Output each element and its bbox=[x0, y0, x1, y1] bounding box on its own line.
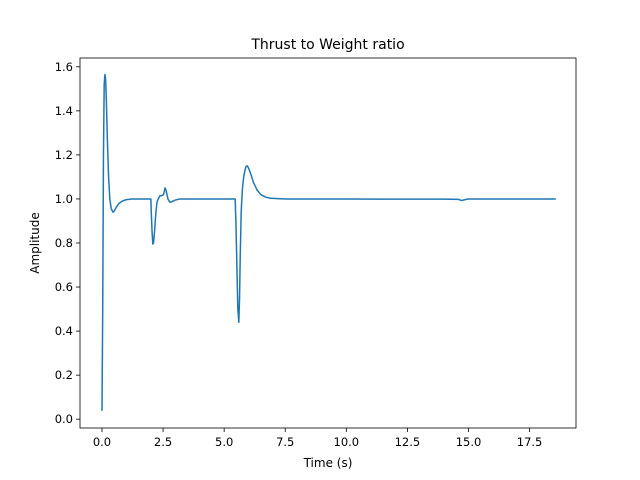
y-tick-label: 0.0 bbox=[55, 412, 73, 426]
x-tick-label: 15.0 bbox=[456, 435, 482, 449]
x-axis-label: Time (s) bbox=[303, 456, 353, 470]
x-tick-label: 0.0 bbox=[93, 435, 111, 449]
x-tick-label: 7.5 bbox=[276, 435, 294, 449]
y-tick-label: 0.2 bbox=[55, 368, 73, 382]
x-tick-label: 2.5 bbox=[154, 435, 172, 449]
x-tick-label: 10.0 bbox=[334, 435, 360, 449]
y-tick-label: 0.8 bbox=[55, 236, 73, 250]
y-tick-label: 1.0 bbox=[55, 192, 73, 206]
chart-title: Thrust to Weight ratio bbox=[250, 37, 404, 53]
x-tick-label: 17.5 bbox=[517, 435, 543, 449]
y-tick-label: 0.4 bbox=[55, 324, 73, 338]
y-tick-label: 1.6 bbox=[55, 60, 73, 74]
x-tick-label: 5.0 bbox=[215, 435, 233, 449]
y-axis-label: Amplitude bbox=[28, 212, 42, 274]
y-tick-label: 0.6 bbox=[55, 280, 73, 294]
y-tick-label: 1.2 bbox=[55, 148, 73, 162]
plot-area: 0.0 2.5 5.0 7.5 10.0 12.5 15.0 17.5 0.0 0.2 0.4 0.6… bbox=[55, 57, 577, 449]
series-line-0 bbox=[101, 73, 556, 412]
x-tick-label: 12.5 bbox=[395, 435, 421, 449]
y-tick-label: 1.4 bbox=[55, 104, 73, 118]
